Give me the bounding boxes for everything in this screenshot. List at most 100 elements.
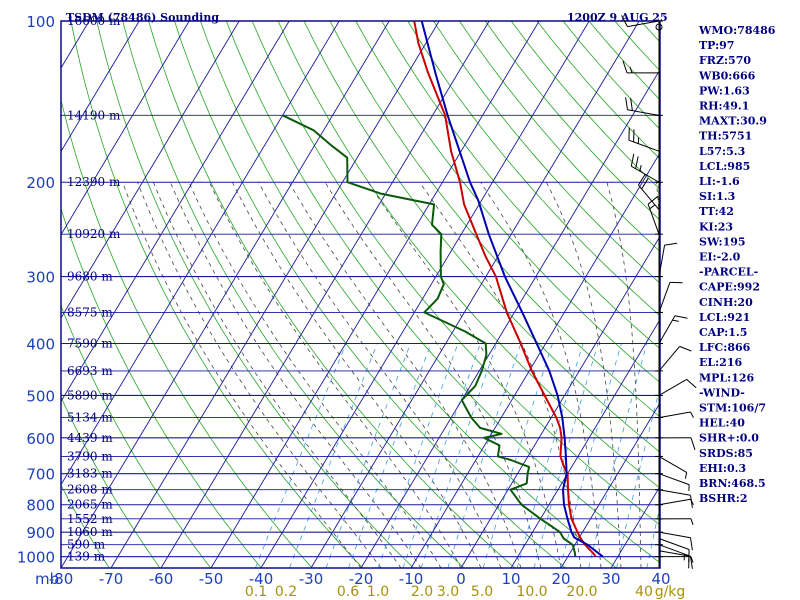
sounding-index: SI:1.3 <box>699 190 735 203</box>
wind-barb <box>658 456 687 473</box>
parcel-curve <box>420 21 604 558</box>
isotherm <box>61 21 240 319</box>
mixing-ratio-line <box>420 343 498 568</box>
moist-adiabat <box>288 182 522 568</box>
pressure-tick-label: 1000 <box>17 549 55 567</box>
isotherm <box>410 152 660 568</box>
pressure-axis-label: mb <box>35 570 59 588</box>
wind-barb-flag <box>664 242 678 246</box>
sounding-index: -WIND- <box>699 386 745 399</box>
sounding-index: EL:216 <box>699 356 742 369</box>
moist-adiabat <box>122 182 362 568</box>
height-label: 8575 m <box>67 305 113 319</box>
sounding-index: TP:97 <box>699 39 734 52</box>
sounding-index: CAPE:992 <box>699 281 760 294</box>
height-label: 6693 m <box>67 364 113 378</box>
mixing-ratio-line <box>325 343 411 568</box>
isotherm <box>61 21 340 486</box>
sounding-index: CINH:20 <box>699 296 753 309</box>
height-label: 10920 m <box>67 227 121 241</box>
calm-wind-circle <box>655 23 663 31</box>
pressure-tick-label: 800 <box>26 497 55 515</box>
temperature-tick-label: -60 <box>149 570 174 588</box>
temperature-curve <box>413 21 597 558</box>
height-label: 7590 m <box>67 337 113 351</box>
pressure-tick-label: 100 <box>26 13 55 31</box>
wind-barb-flag <box>690 411 694 418</box>
moist-adiabat <box>545 182 622 568</box>
dry-adiabat <box>459 21 660 252</box>
wind-barb-flag <box>630 153 635 167</box>
chart-title-left: TSDM (78486) Sounding <box>66 11 219 24</box>
pressure-tick-label: 900 <box>26 524 55 542</box>
temperature-tick-label: 40 <box>651 570 670 588</box>
isotherm <box>360 68 660 568</box>
height-label: 16600 m <box>67 14 121 28</box>
wind-barb-flag <box>672 319 679 322</box>
moist-adiabat <box>188 182 442 568</box>
sounding-index: KI:23 <box>699 220 733 233</box>
moist-adiabat <box>419 181 582 568</box>
wind-barb-flag <box>635 156 639 169</box>
isotherm <box>61 21 390 568</box>
isotherm <box>61 21 290 403</box>
pressure-tick-label: 300 <box>26 269 55 287</box>
moist-adiabat <box>153 182 402 568</box>
wind-barb-flag <box>622 60 628 74</box>
chart-title-right: 1200Z 9 AUG 25 <box>567 11 668 24</box>
sounding-index: TT:42 <box>699 205 734 218</box>
sounding-indices: WMO:78486 TP:97 FRZ:570 WB0:666 PW:1.63 RH:49… <box>698 24 776 505</box>
wind-barb-flag <box>679 345 692 352</box>
isotherm <box>61 21 140 153</box>
sounding-curves <box>282 21 604 558</box>
mixing-ratio-line <box>616 386 660 568</box>
wind-barb <box>638 184 660 210</box>
wind-barb-flag <box>637 174 646 186</box>
sounding-index: LCL:985 <box>699 160 750 173</box>
isotherm <box>61 21 190 236</box>
height-label: 1552 m <box>67 512 113 526</box>
wind-barb <box>658 411 691 419</box>
wind-barb <box>658 550 691 557</box>
temperature-tick-label: 20 <box>551 570 570 588</box>
temperature-tick-label: 30 <box>601 570 620 588</box>
mixing-ratio-tick-label: 20.0 <box>566 584 597 600</box>
wind-barb <box>658 282 671 313</box>
sounding-index: LFC:866 <box>699 341 751 354</box>
mixing-ratio-axis-labels: 0.1 0.2 0.6 1.0 2.0 3.0 5.0 10.0 20.0 40 g/kg <box>245 584 685 600</box>
wind-barb <box>658 473 690 486</box>
mixing-ratio-tick-label: 40 <box>635 584 653 600</box>
height-label: 14190 m <box>67 108 121 122</box>
sounding-index: L57:5.3 <box>699 145 745 158</box>
wind-barb <box>658 378 687 396</box>
mixing-ratio-tick-label: 5.0 <box>471 584 493 600</box>
wind-barb-flag <box>649 204 656 210</box>
mixing-ratio-tick-label: 10.0 <box>516 584 547 600</box>
mixing-ratio-axis-label: g/kg <box>655 584 686 600</box>
temperature-tick-label: -20 <box>349 570 374 588</box>
isotherm <box>160 21 490 568</box>
mixing-ratio-line <box>255 343 347 568</box>
dry-adiabat <box>277 21 660 489</box>
mixing-ratio-tick-label: 0.1 <box>245 584 267 600</box>
sounding-index: EI:-2.0 <box>699 251 741 264</box>
plot-frame <box>60 20 661 569</box>
wind-barb-flag <box>690 518 694 525</box>
mixing-ratio-line <box>289 343 378 568</box>
sounding-index: SRDS:85 <box>699 447 753 460</box>
mixing-ratio-tick-label: 0.2 <box>275 584 297 600</box>
sounding-index: SW:195 <box>699 235 746 248</box>
dry-adiabat <box>225 21 660 564</box>
wind-barb-flag <box>639 164 642 172</box>
wind-barb <box>658 245 666 277</box>
height-label: 1060 m <box>67 525 113 539</box>
moist-adiabat <box>606 182 642 568</box>
wind-barb <box>658 498 691 506</box>
sounding-index: HEL:40 <box>699 417 745 430</box>
dry-adiabat <box>200 21 617 568</box>
sounding-index: MPL:126 <box>699 371 755 384</box>
wind-barb-flag <box>690 537 693 551</box>
dry-adiabat <box>61 98 313 568</box>
pressure-tick-label: 400 <box>26 336 55 354</box>
